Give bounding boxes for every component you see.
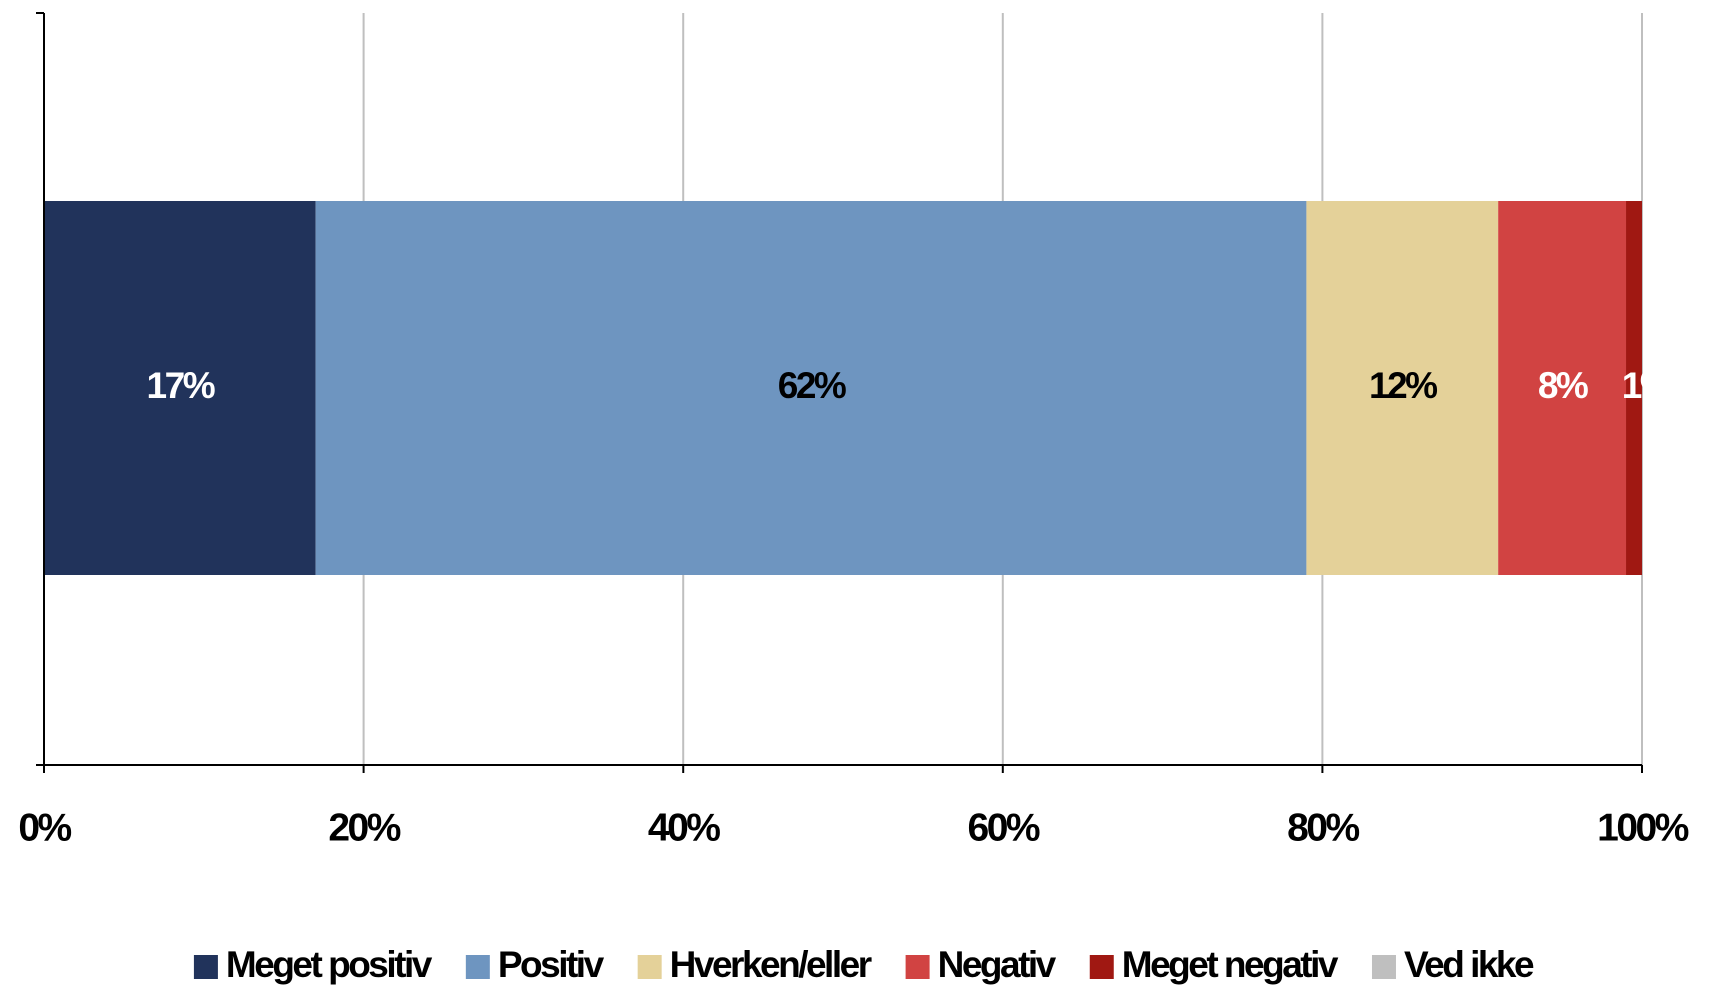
x-tick-label: 100%	[1597, 806, 1689, 849]
bar-segment	[1306, 201, 1499, 575]
x-tick-label: 40%	[648, 806, 720, 849]
x-tick-label: 60%	[968, 806, 1040, 849]
x-tick-label: 20%	[328, 806, 400, 849]
legend-swatch	[905, 955, 930, 979]
bar-segment	[1626, 201, 1642, 575]
legend-swatch	[637, 955, 662, 979]
legend-label: Positiv	[498, 944, 605, 985]
legend-swatch	[465, 955, 490, 979]
x-tick-label: 80%	[1287, 806, 1359, 849]
legend-swatch	[1371, 955, 1396, 979]
legend-label: Hverken/eller	[670, 944, 872, 985]
data-label: 17%	[147, 365, 215, 406]
legend-label: Meget positiv	[226, 944, 433, 985]
bar-segment	[44, 201, 316, 575]
data-label: 1%	[1622, 365, 1672, 406]
legend-swatch	[193, 955, 218, 979]
legend-label: Ved ikke	[1404, 944, 1534, 985]
x-tick-label: 0%	[18, 806, 71, 849]
bar-segment	[1498, 201, 1627, 575]
data-label: 8%	[1538, 365, 1588, 406]
legend-label: Negativ	[938, 944, 1057, 985]
data-label: 62%	[778, 365, 846, 406]
legend: Meget positiv Positiv Hverken/eller Negativ…	[193, 944, 1537, 985]
data-label: 12%	[1369, 365, 1437, 406]
legend-label: Meget negativ	[1122, 944, 1339, 985]
bar-segment	[315, 201, 1307, 575]
legend-swatch	[1089, 955, 1114, 979]
